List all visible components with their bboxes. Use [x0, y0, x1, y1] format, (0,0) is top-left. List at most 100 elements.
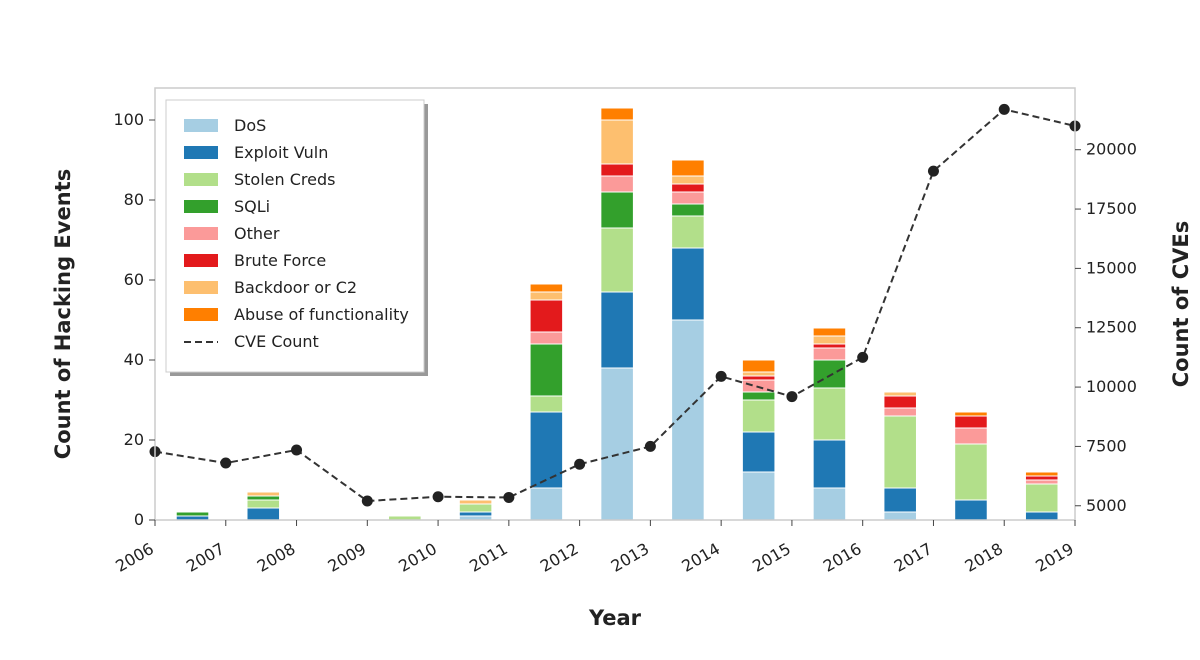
bar-2014-seg-6	[671, 175, 705, 185]
legend-swatch	[184, 308, 218, 321]
bar-2008-seg-3	[246, 495, 281, 501]
legend-swatch	[184, 227, 218, 240]
x-tick-label: 2015	[749, 539, 794, 576]
x-tick-label: 2010	[395, 539, 440, 576]
legend-label: CVE Count	[234, 332, 319, 351]
y-axis-title: Count of Hacking Events	[51, 169, 75, 459]
bar-2019-seg-7	[1024, 471, 1059, 477]
cve-point-2015	[786, 391, 798, 403]
cve-point-2013	[644, 440, 656, 452]
cve-point-2014	[715, 370, 727, 382]
legend-label: Other	[234, 224, 280, 243]
y-tick-label: 80	[124, 190, 144, 209]
bar-2018-seg-7	[954, 411, 988, 417]
bar-2013-seg-6	[600, 119, 634, 165]
x-axis-title: Year	[588, 606, 642, 630]
bar-2014-seg-0	[671, 319, 705, 521]
bar-2016-seg-3	[812, 359, 847, 389]
bar-2018-seg-5	[954, 415, 988, 429]
bar-2011-seg-6	[458, 499, 493, 505]
legend-label: DoS	[234, 116, 266, 135]
cve-point-2009	[361, 495, 373, 507]
cve-point-2008	[291, 444, 303, 456]
legend-label: Exploit Vuln	[234, 143, 328, 162]
bar-2013-seg-0	[600, 367, 634, 521]
cve-point-2017	[927, 165, 939, 177]
legend-label: Stolen Creds	[234, 170, 335, 189]
bar-2018-seg-1	[954, 499, 988, 521]
y-axis-right: 5000 7500 10000 12500 15000 17500 20000	[1075, 140, 1137, 515]
bar-2019-seg-2	[1024, 483, 1059, 513]
x-tick-label: 2011	[466, 539, 511, 576]
bar-2016-seg-5	[812, 343, 847, 349]
bar-2015-seg-5	[741, 375, 776, 381]
cve-point-2018	[998, 103, 1010, 115]
bar-2015-seg-1	[741, 431, 776, 473]
bar-2012-seg-5	[529, 299, 564, 333]
bar-2014-seg-4	[671, 191, 705, 205]
cve-point-2016	[857, 351, 869, 363]
bar-2016-seg-6	[812, 335, 847, 345]
bar-2017-seg-6	[883, 391, 917, 397]
legend-swatch	[184, 200, 218, 213]
bar-2013-seg-3	[600, 191, 634, 229]
bar-2014-seg-7	[671, 159, 705, 177]
bar-2013-seg-5	[600, 163, 634, 177]
bar-2012-seg-4	[529, 331, 564, 345]
bar-2017-seg-2	[883, 415, 917, 489]
bar-2007-seg-3	[175, 511, 210, 517]
bar-2011-seg-1	[458, 511, 493, 517]
legend-swatch	[184, 281, 218, 294]
bar-2012-seg-6	[529, 291, 564, 301]
x-tick-label: 2008	[254, 539, 299, 576]
bar-2016-seg-1	[812, 439, 847, 489]
bar-2014-seg-1	[671, 247, 705, 321]
bar-2012-seg-3	[529, 343, 564, 397]
bar-2008-seg-6	[246, 491, 281, 497]
legend-label: Brute Force	[234, 251, 326, 270]
y2-tick-label: 7500	[1086, 436, 1127, 455]
bar-2012-seg-7	[529, 283, 564, 293]
x-axis: 2006 2007 2008 2009 2010 2011 2012 2013 2014 2015…	[112, 520, 1077, 576]
x-tick-label: 2017	[891, 539, 936, 576]
legend-swatch	[184, 119, 218, 132]
x-tick-label: 2013	[608, 539, 653, 576]
y2-axis-title: Count of CVEs	[1169, 221, 1193, 387]
y2-tick-label: 5000	[1086, 496, 1127, 515]
y2-tick-label: 10000	[1086, 377, 1137, 396]
bar-2012-seg-1	[529, 411, 564, 489]
y2-tick-label: 15000	[1086, 258, 1137, 277]
bar-2008-seg-1	[246, 507, 281, 521]
x-tick-label: 2009	[325, 539, 370, 576]
cve-point-2010	[432, 491, 444, 503]
bar-2013-seg-2	[600, 227, 634, 293]
cve-point-2007	[220, 457, 232, 469]
bar-2017-seg-5	[883, 395, 917, 409]
legend: DoS Exploit Vuln Stolen Creds SQLi Other Brut…	[165, 99, 428, 376]
x-tick-label: 2016	[820, 539, 865, 576]
bars-layer	[175, 107, 1059, 521]
bar-2013-seg-1	[600, 291, 634, 369]
cve-point-2011	[503, 491, 515, 503]
bar-2019-seg-1	[1024, 511, 1059, 521]
bar-2012-seg-0	[529, 487, 564, 521]
bar-2015-seg-6	[741, 371, 776, 377]
bar-2016-seg-0	[812, 487, 847, 521]
bar-2014-seg-3	[671, 203, 705, 217]
bar-2019-seg-4	[1024, 479, 1059, 485]
x-tick-label: 2012	[537, 539, 582, 576]
legend-label: Abuse of functionality	[234, 305, 409, 324]
cve-line	[154, 108, 1076, 503]
y2-tick-label: 12500	[1086, 318, 1137, 337]
x-tick-label: 2014	[678, 539, 723, 576]
bar-2012-seg-2	[529, 395, 564, 413]
bar-2015-seg-3	[741, 391, 776, 401]
bar-2017-seg-0	[883, 511, 917, 521]
y-tick-label: 20	[124, 430, 144, 449]
bar-2015-seg-7	[741, 359, 776, 373]
bar-2019-seg-5	[1024, 475, 1059, 481]
cve-point-2012	[574, 458, 586, 470]
y2-tick-label: 17500	[1086, 199, 1137, 218]
bar-2018-seg-4	[954, 427, 988, 445]
bar-2017-seg-4	[883, 407, 917, 417]
